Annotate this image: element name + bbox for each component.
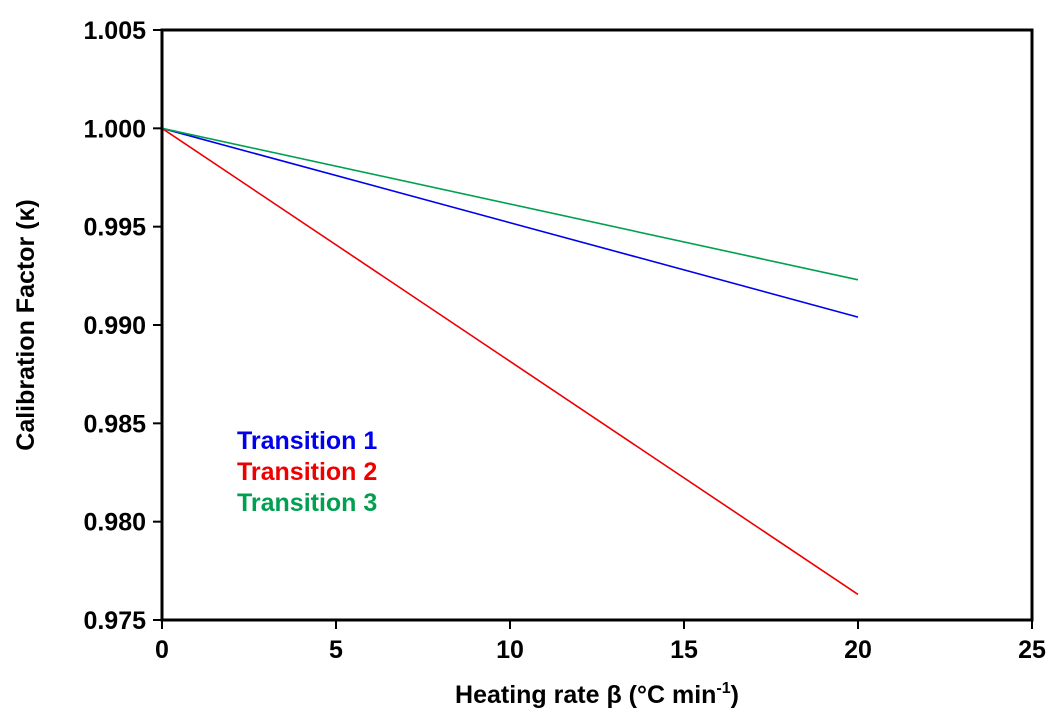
x-tick-label: 5 — [329, 636, 343, 664]
x-tick-label: 20 — [844, 636, 872, 664]
legend-entry-transition-1: Transition 1 — [237, 427, 377, 455]
x-tick-label: 0 — [155, 636, 169, 664]
series-line-transition-1 — [161, 127, 859, 318]
y-tick-label: 1.005 — [83, 17, 146, 45]
legend: Transition 1 Transition 2 Transition 3 — [237, 427, 377, 517]
x-tick-label: 15 — [670, 636, 698, 664]
x-axis-title: Heating rate β (°C min-1) — [455, 680, 739, 709]
legend-entry-transition-3: Transition 3 — [237, 489, 377, 517]
y-tick-label: 0.990 — [83, 312, 146, 340]
y-tick-label: 0.975 — [83, 607, 146, 635]
plot-area — [162, 30, 1032, 620]
y-tick-label: 0.995 — [83, 214, 146, 242]
legend-entry-transition-2: Transition 2 — [237, 458, 377, 486]
series-line-transition-2 — [161, 127, 859, 596]
x-tick-label: 25 — [1018, 636, 1046, 664]
y-axis: 0.975 0.980 0.985 0.990 0.995 1.000 1.005 — [83, 17, 162, 635]
x-axis-title-superscript: -1 — [716, 680, 730, 697]
series-line-transition-3 — [161, 127, 859, 281]
x-axis-title-suffix: ) — [731, 681, 739, 709]
y-axis-title: Calibration Factor (κ) — [12, 199, 40, 450]
x-axis: 0 5 10 15 20 25 — [155, 620, 1046, 664]
y-tick-label: 0.980 — [83, 509, 146, 537]
y-tick-label: 0.985 — [83, 410, 146, 438]
x-axis-title-main: Heating rate β (°C min — [455, 681, 716, 709]
y-tick-label: 1.000 — [83, 115, 146, 143]
x-tick-label: 10 — [496, 636, 524, 664]
series-layer — [161, 127, 859, 596]
